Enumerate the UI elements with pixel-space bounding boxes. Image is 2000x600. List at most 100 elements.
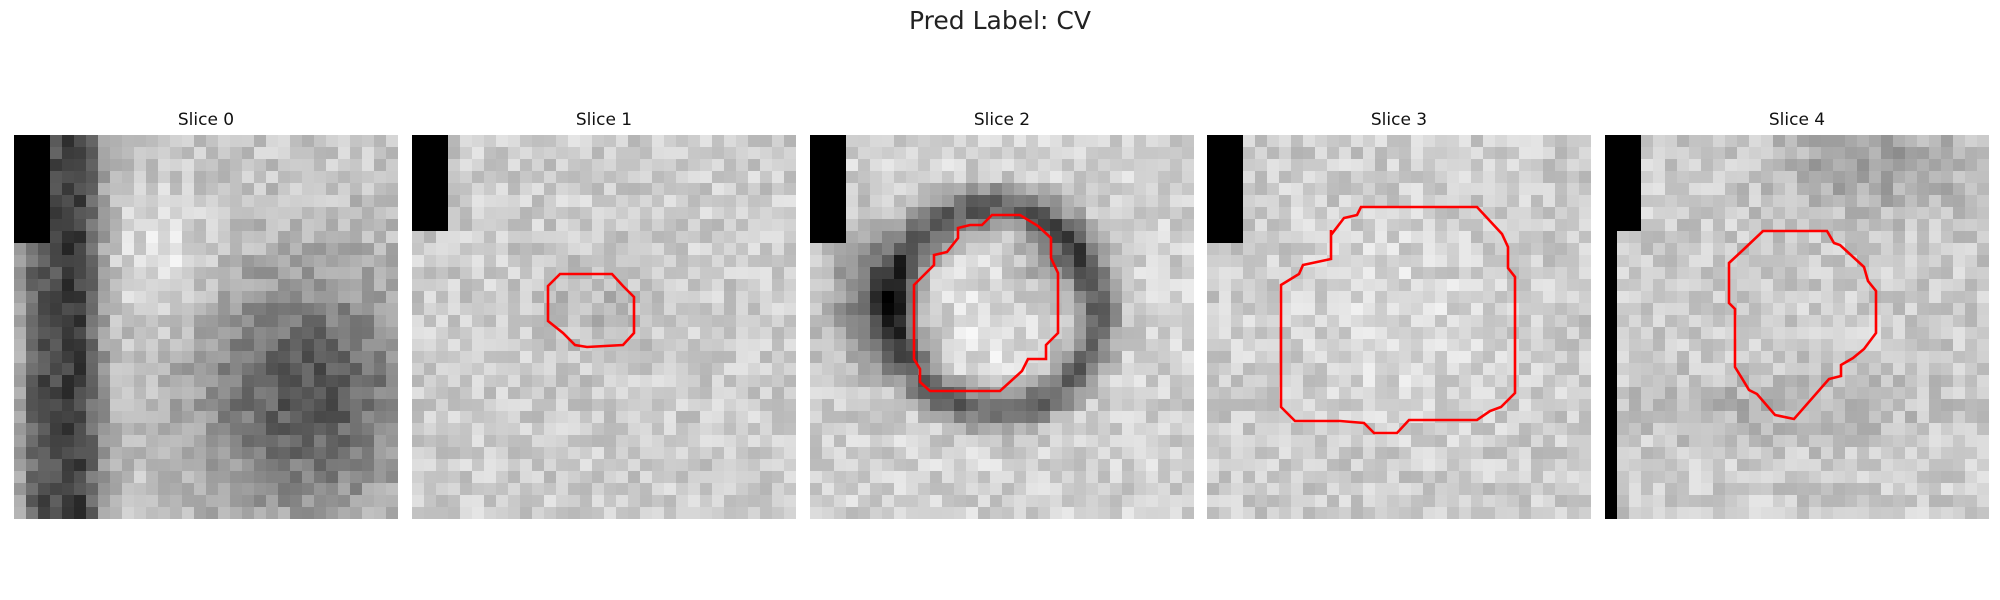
pixel	[1423, 351, 1436, 364]
pixel	[930, 339, 943, 352]
pixel	[1231, 387, 1244, 400]
pixel	[1219, 447, 1232, 460]
pixel	[1062, 195, 1075, 208]
pixel	[50, 243, 63, 256]
pixel	[616, 207, 629, 220]
pixel	[1447, 279, 1460, 292]
pixel	[664, 435, 677, 448]
pixel	[978, 327, 991, 340]
pixel	[1893, 387, 1906, 400]
pixel	[1098, 135, 1111, 148]
pixel	[1641, 207, 1654, 220]
pixel	[640, 483, 653, 496]
pixel	[266, 387, 279, 400]
pixel	[242, 147, 255, 160]
pixel	[532, 327, 545, 340]
pixel	[640, 387, 653, 400]
pixel	[1303, 471, 1316, 484]
pixel	[918, 207, 931, 220]
pixel	[556, 375, 569, 388]
pixel	[1507, 135, 1520, 148]
pixel	[1255, 387, 1268, 400]
pixel	[1905, 399, 1918, 412]
pixel	[350, 135, 363, 148]
pixel	[724, 255, 737, 268]
pixel	[822, 255, 835, 268]
pixel	[1483, 351, 1496, 364]
pixel	[1447, 495, 1460, 508]
pixel-grid	[1207, 135, 1591, 519]
pixel	[242, 423, 255, 436]
pixel	[424, 375, 437, 388]
pixel	[1002, 447, 1015, 460]
pixel	[182, 411, 195, 424]
pixel	[1543, 495, 1556, 508]
pixel	[664, 483, 677, 496]
pixel	[1074, 207, 1087, 220]
pixel	[1677, 171, 1690, 184]
pixel	[86, 363, 99, 376]
pixel	[314, 207, 327, 220]
pixel	[1629, 363, 1642, 376]
pixel	[1833, 291, 1846, 304]
pixel	[1617, 315, 1630, 328]
pixel	[1977, 375, 1989, 388]
pixel	[954, 447, 967, 460]
pixel	[1893, 351, 1906, 364]
pixel	[1255, 195, 1268, 208]
pixel	[460, 375, 473, 388]
pixel	[1869, 411, 1882, 424]
pixel	[834, 291, 847, 304]
pixel	[712, 423, 725, 436]
pixel	[1677, 435, 1690, 448]
pixel	[1809, 315, 1822, 328]
pixel	[1519, 339, 1532, 352]
pixel	[412, 243, 425, 256]
pixel	[1207, 315, 1220, 328]
pixel	[990, 315, 1003, 328]
pixel	[1182, 279, 1194, 292]
pixel	[930, 351, 943, 364]
pixel	[1845, 219, 1858, 232]
pixel	[158, 171, 171, 184]
pixel	[784, 447, 796, 460]
pixel	[1363, 375, 1376, 388]
pixel	[170, 459, 183, 472]
pixel	[266, 399, 279, 412]
pixel	[1519, 267, 1532, 280]
pixel	[870, 279, 883, 292]
pixel	[1411, 351, 1424, 364]
pixel	[906, 135, 919, 148]
pixel	[1110, 471, 1123, 484]
pixel	[158, 483, 171, 496]
pixel	[218, 207, 231, 220]
pixel	[760, 471, 773, 484]
pixel	[556, 291, 569, 304]
pixel	[568, 135, 581, 148]
pixel	[870, 207, 883, 220]
pixel	[592, 411, 605, 424]
pixel	[1689, 219, 1702, 232]
pixel	[1219, 351, 1232, 364]
pixel	[338, 399, 351, 412]
pixel	[1483, 459, 1496, 472]
pixel	[1291, 207, 1304, 220]
pixel	[50, 471, 63, 484]
pixel	[1725, 423, 1738, 436]
pixel	[266, 447, 279, 460]
pixel	[1411, 243, 1424, 256]
pixel	[568, 195, 581, 208]
pixel	[810, 327, 823, 340]
pixel	[242, 219, 255, 232]
pixel	[640, 363, 653, 376]
pixel	[38, 147, 51, 160]
pixel	[1435, 339, 1448, 352]
pixel	[652, 243, 665, 256]
pixel	[1050, 135, 1063, 148]
pixel	[894, 411, 907, 424]
pixel	[1351, 375, 1364, 388]
pixel	[1026, 195, 1039, 208]
pixel	[1399, 411, 1412, 424]
pixel	[242, 327, 255, 340]
pixel	[822, 507, 835, 519]
